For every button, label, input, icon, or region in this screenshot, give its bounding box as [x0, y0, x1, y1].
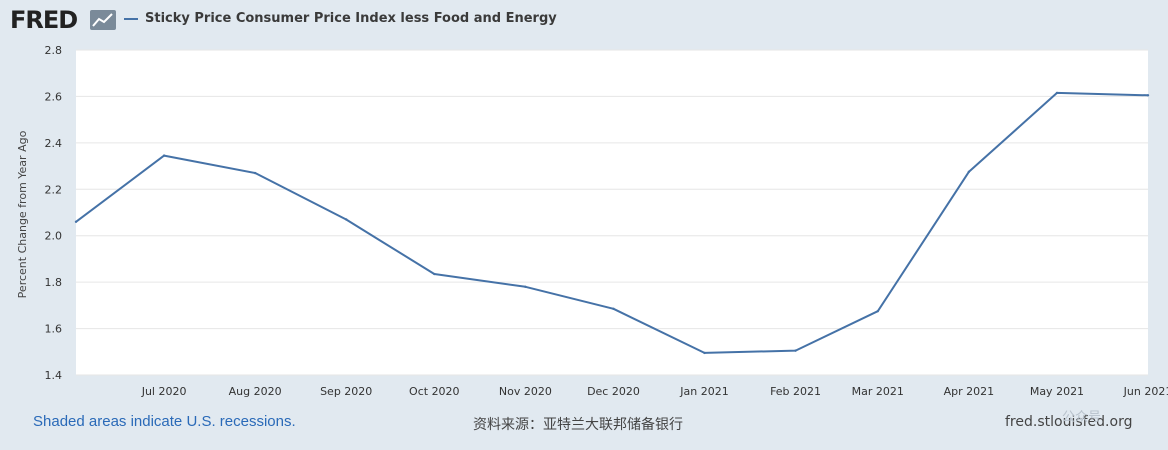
y-axis-ticks: 1.4 1.6 1.8 2.0 2.2 2.4 2.6 2.8: [45, 44, 63, 382]
recession-note-link[interactable]: Shaded areas indicate U.S. recessions.: [33, 413, 296, 430]
site-link[interactable]: fred.stlouisfed.org: [1005, 414, 1133, 430]
data-point: [433, 272, 436, 276]
data-point: [345, 218, 348, 221]
y-tick-label: 1.8: [45, 276, 63, 289]
watermark: 公众号: [1062, 410, 1102, 425]
x-tick-label: Feb 2021: [770, 385, 821, 398]
y-tick-label: 2.4: [45, 137, 63, 150]
x-tick-label: Jun 2021: [1123, 385, 1168, 398]
x-tick-label: Aug 2020: [229, 385, 282, 398]
legend-swatch: [124, 17, 138, 20]
data-point: [703, 351, 706, 355]
x-tick-label: Jul 2020: [141, 385, 187, 398]
x-tick-label: Mar 2021: [852, 385, 904, 398]
y-tick-label: 2.2: [45, 183, 63, 196]
data-point: [253, 171, 257, 175]
data-point: [794, 349, 797, 352]
gridlines: [76, 49, 1148, 376]
x-tick-label: Nov 2020: [499, 385, 552, 398]
y-tick-label: 2.8: [45, 44, 63, 57]
series-layer: [74, 91, 1150, 355]
x-tick-label: Oct 2020: [409, 385, 460, 398]
x-tick-label: Dec 2020: [587, 385, 640, 398]
x-axis-ticks: Jul 2020 Aug 2020 Sep 2020 Oct 2020 Nov 2020…: [141, 385, 1168, 398]
data-point: [74, 220, 78, 223]
data-point: [876, 309, 879, 313]
data-point: [967, 170, 971, 174]
chart-legend: Sticky Price Consumer Price Index less F…: [124, 11, 557, 26]
fred-chart-mark-icon: [90, 10, 116, 30]
y-tick-label: 2.0: [45, 230, 63, 243]
chart-header: FRED Sticky Price Consumer Price Index l…: [0, 0, 1168, 40]
legend-label: Sticky Price Consumer Price Index less F…: [145, 11, 557, 26]
x-tick-label: Sep 2020: [320, 385, 372, 398]
fred-logo[interactable]: FRED: [10, 6, 78, 34]
y-tick-label: 2.6: [45, 90, 63, 103]
y-tick-label: 1.6: [45, 323, 63, 336]
data-point: [612, 307, 615, 311]
x-tick-label: May 2021: [1030, 385, 1084, 398]
x-tick-label: Jan 2021: [679, 385, 728, 398]
source-note: 资料来源：亚特兰大联邦储备银行: [473, 417, 683, 433]
y-axis-label: Percent Change from Year Ago: [16, 130, 29, 298]
x-tick-label: Apr 2021: [944, 385, 995, 398]
data-point: [524, 285, 527, 288]
data-point: [162, 154, 166, 157]
y-tick-label: 1.4: [45, 369, 63, 382]
data-point: [1055, 91, 1059, 95]
data-point: [1146, 94, 1150, 97]
plot-area: [76, 50, 1148, 375]
